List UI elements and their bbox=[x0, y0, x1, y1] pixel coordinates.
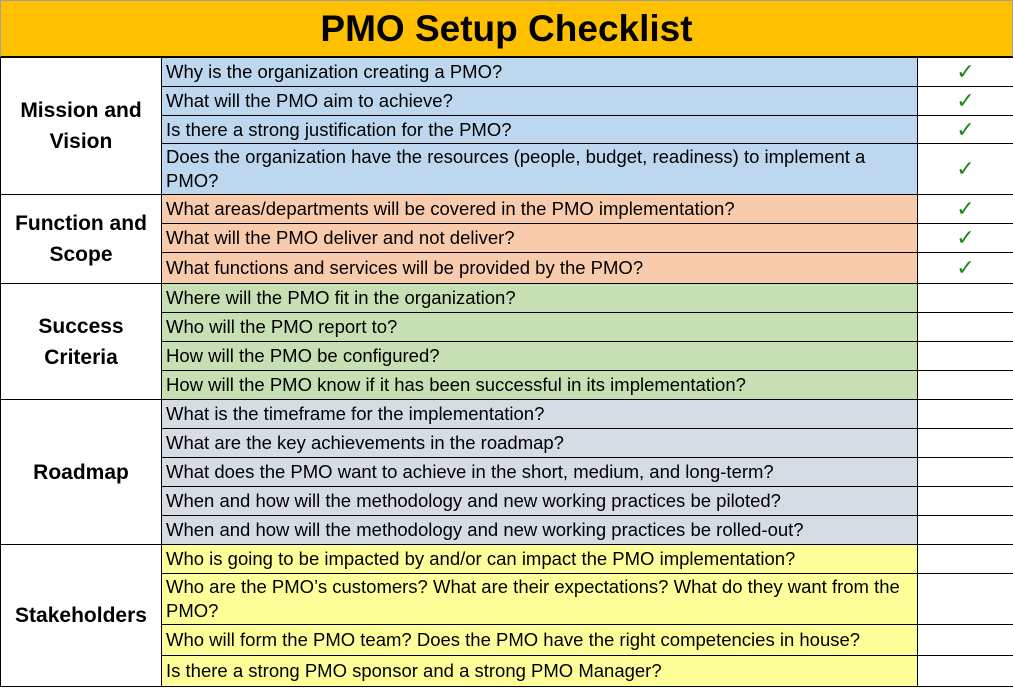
checkbox-cell[interactable] bbox=[917, 544, 1013, 574]
checkmark-icon: ✓ bbox=[956, 225, 975, 250]
checklist-question: Does the organization have the resources… bbox=[161, 143, 918, 195]
checkmark-icon: ✓ bbox=[956, 196, 975, 221]
checkbox-cell[interactable] bbox=[917, 515, 1013, 545]
checkbox-cell[interactable] bbox=[917, 624, 1013, 656]
checklist-question: What does the PMO want to achieve in the… bbox=[161, 457, 918, 487]
checklist-question: What areas/departments will be covered i… bbox=[161, 194, 918, 224]
checklist-table: Mission and Vision Why is the organizatio… bbox=[0, 57, 1013, 687]
checkbox-cell[interactable]: ✓ bbox=[917, 143, 1013, 195]
checklist-question: How will the PMO know if it has been suc… bbox=[161, 370, 918, 400]
checklist-row: How will the PMO be configured? bbox=[1, 341, 1013, 371]
checkmark-icon: ✓ bbox=[956, 116, 975, 142]
checklist-question: Is there a strong PMO sponsor and a stro… bbox=[161, 655, 918, 687]
checkbox-cell[interactable]: ✓ bbox=[917, 86, 1013, 116]
checkbox-cell[interactable] bbox=[917, 312, 1013, 342]
checkbox-cell[interactable] bbox=[917, 573, 1013, 625]
checklist-row: Who will the PMO report to? bbox=[1, 312, 1013, 342]
checkbox-cell[interactable] bbox=[917, 283, 1013, 313]
checklist-question: What is the timeframe for the implementa… bbox=[161, 399, 918, 429]
checklist-question: When and how will the methodology and ne… bbox=[161, 486, 918, 516]
page-title: PMO Setup Checklist bbox=[0, 0, 1013, 57]
checkbox-cell[interactable] bbox=[917, 341, 1013, 371]
section-category: Roadmap bbox=[0, 399, 162, 545]
checkmark-icon: ✓ bbox=[956, 156, 975, 181]
checklist-row: What functions and services will be prov… bbox=[1, 252, 1013, 284]
section-category: Success Criteria bbox=[0, 283, 162, 400]
checkbox-cell[interactable]: ✓ bbox=[917, 223, 1013, 253]
checklist-question: What are the key achievements in the roa… bbox=[161, 428, 918, 458]
checkbox-cell[interactable] bbox=[917, 457, 1013, 487]
checkmark-icon: ✓ bbox=[956, 88, 975, 113]
checklist-row: Who will form the PMO team? Does the PMO… bbox=[1, 624, 1013, 656]
checklist-row: Mission and Vision Why is the organizatio… bbox=[0, 57, 1013, 195]
checklist-row: Does the organization have the resources… bbox=[1, 143, 1013, 195]
checklist-question: Why is the organization creating a PMO? bbox=[161, 57, 918, 87]
checklist-row: Is there a strong PMO sponsor and a stro… bbox=[1, 655, 1013, 687]
checklist-question: Who will the PMO report to? bbox=[161, 312, 918, 342]
checklist-question: How will the PMO be configured? bbox=[161, 341, 918, 371]
checkmark-icon: ✓ bbox=[956, 255, 975, 280]
checklist-row: What are the key achievements in the roa… bbox=[1, 428, 1013, 458]
checklist-row: When and how will the methodology and ne… bbox=[1, 515, 1013, 545]
checklist-row: Roadmap What is the timeframe for the imp… bbox=[0, 399, 1013, 545]
checklist-row: When and how will the methodology and ne… bbox=[1, 486, 1013, 516]
checkbox-cell[interactable]: ✓ bbox=[917, 194, 1013, 224]
checklist-row: Function and Scope What areas/departments… bbox=[0, 194, 1013, 284]
checklist-question: Who is going to be impacted by and/or ca… bbox=[161, 544, 918, 574]
checklist-row: What does the PMO want to achieve in the… bbox=[1, 457, 1013, 487]
checklist-question: What functions and services will be prov… bbox=[161, 252, 918, 284]
checklist-row: What will the PMO deliver and not delive… bbox=[1, 223, 1013, 253]
checklist-row: Success Criteria Where will the PMO fit i… bbox=[0, 283, 1013, 400]
section-category: Stakeholders bbox=[0, 544, 162, 687]
section-category: Function and Scope bbox=[0, 194, 162, 284]
checkmark-icon: ✓ bbox=[956, 59, 975, 84]
checkbox-cell[interactable] bbox=[917, 486, 1013, 516]
checkbox-cell[interactable] bbox=[917, 370, 1013, 400]
checklist-row: Stakeholders Who is going to be impacted … bbox=[0, 544, 1013, 687]
checklist-question: Who are the PMO’s customers? What are th… bbox=[161, 573, 918, 625]
checklist-question: What will the PMO aim to achieve? bbox=[161, 86, 918, 116]
checklist-question: Is there a strong justification for the … bbox=[161, 115, 918, 144]
checklist-question: Who will form the PMO team? Does the PMO… bbox=[161, 624, 918, 656]
checkbox-cell[interactable] bbox=[917, 655, 1013, 687]
checkbox-cell[interactable]: ✓ bbox=[917, 115, 1013, 144]
checkbox-cell[interactable] bbox=[917, 399, 1013, 429]
checklist-question: When and how will the methodology and ne… bbox=[161, 515, 918, 545]
checklist-question: What will the PMO deliver and not delive… bbox=[161, 223, 918, 253]
checklist-question: Where will the PMO fit in the organizati… bbox=[161, 283, 918, 313]
checklist-row: What will the PMO aim to achieve? ✓ bbox=[1, 86, 1013, 116]
section-category: Mission and Vision bbox=[0, 57, 162, 195]
checkbox-cell[interactable] bbox=[917, 428, 1013, 458]
checkbox-cell[interactable]: ✓ bbox=[917, 252, 1013, 284]
checkbox-cell[interactable]: ✓ bbox=[917, 57, 1013, 87]
checklist-row: How will the PMO know if it has been suc… bbox=[1, 370, 1013, 400]
